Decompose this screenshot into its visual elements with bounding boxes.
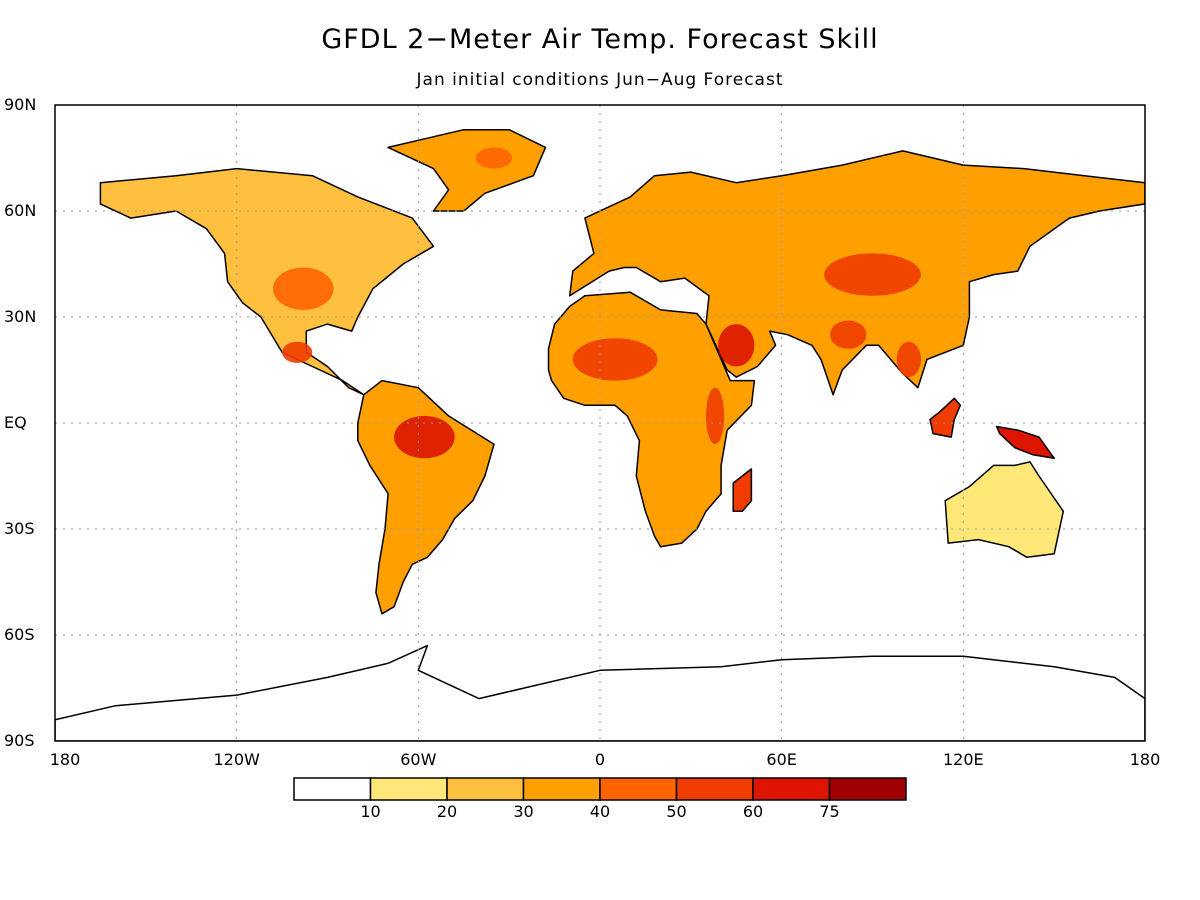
colorbar-bin xyxy=(752,777,831,801)
lon-tick-label: 180 xyxy=(1129,750,1161,769)
colorbar-tick-label: 20 xyxy=(436,802,458,821)
land-australia xyxy=(944,461,1065,559)
skill-hotspot-greenland-east xyxy=(475,147,513,169)
map-title: GFDL 2−Meter Air Temp. Forecast Skill xyxy=(321,24,879,55)
land-madagascar xyxy=(732,468,753,513)
lat-tick-label: 30S xyxy=(4,519,35,538)
lon-tick-label: 60W xyxy=(400,750,437,769)
land-antarctica xyxy=(55,644,1145,741)
colorbar-bin xyxy=(293,777,372,801)
colorbar-tick-label: 75 xyxy=(819,802,840,821)
skill-hotspot-central-asia xyxy=(824,253,921,296)
lat-tick-label: EQ xyxy=(4,413,27,432)
colorbar-bin xyxy=(828,777,907,801)
colorbar-tick-label: 60 xyxy=(742,802,764,821)
lat-tick-label: 60N xyxy=(4,201,37,220)
skill-hotspot-arabia xyxy=(718,324,755,367)
colorbar-bin xyxy=(446,777,525,801)
lat-tick-label: 60S xyxy=(4,625,35,644)
colorbar-tick-label: 40 xyxy=(589,802,611,821)
land-new-guinea xyxy=(995,425,1055,460)
land-south-america xyxy=(357,379,495,615)
colorbar-bin xyxy=(522,777,601,801)
land-borneo xyxy=(929,397,962,438)
skill-hotspot-amazon xyxy=(394,415,455,459)
colorbar-bin xyxy=(369,777,448,801)
lon-tick-label: 180 xyxy=(49,750,81,769)
skill-hotspot-india-north xyxy=(830,320,867,349)
skill-hotspot-central-usa xyxy=(273,267,334,310)
skill-hotspot-mexico xyxy=(282,341,313,363)
map-subtitle: Jan initial conditions Jun−Aug Forecast xyxy=(416,70,784,90)
colorbar-tick-label: 30 xyxy=(513,802,534,821)
land-greenland xyxy=(387,128,547,212)
colorbar-tick-label: 10 xyxy=(360,802,381,821)
lat-tick-label: 90N xyxy=(4,95,37,114)
colorbar-tick-label: 50 xyxy=(666,802,687,821)
colorbar-bin xyxy=(599,777,678,801)
lon-tick-label: 0 xyxy=(594,750,606,769)
skill-hotspot-east-africa xyxy=(705,387,725,445)
map-frame xyxy=(54,104,1146,742)
land-north-america xyxy=(99,167,435,396)
lon-tick-label: 60E xyxy=(766,750,797,769)
lon-tick-label: 120E xyxy=(943,750,984,769)
colorbar-bin xyxy=(675,777,754,801)
skill-hotspot-indochina xyxy=(896,341,921,378)
lat-tick-label: 30N xyxy=(4,307,37,326)
lon-tick-label: 120W xyxy=(213,750,260,769)
lat-tick-label: 90S xyxy=(4,731,35,750)
skill-hotspot-sahara xyxy=(572,338,658,381)
